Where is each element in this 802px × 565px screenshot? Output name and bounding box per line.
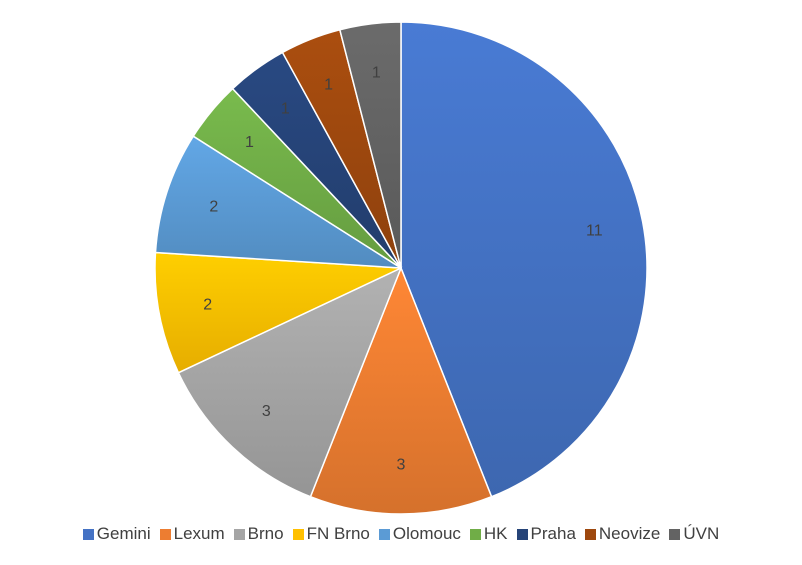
pie-slice-brno [177, 266, 403, 498]
legend-item: Gemini [82, 524, 151, 544]
legend-label: ÚVN [683, 524, 720, 543]
pie-slice-gemini [400, 21, 648, 498]
legend-item: Lexum [159, 524, 225, 544]
data-label-neovize: 1 [324, 77, 333, 94]
data-label-úvn: 1 [372, 64, 381, 81]
pie-slice-lexum [309, 265, 493, 515]
legend-item: Praha [516, 524, 576, 544]
pie-slices [154, 21, 648, 515]
legend-label: Lexum [173, 524, 225, 543]
legend-label: Olomouc [392, 524, 461, 543]
legend-swatch [378, 528, 390, 540]
legend-swatch [233, 528, 245, 540]
legend-item: FN Brno [292, 524, 370, 544]
legend-swatch [469, 528, 481, 540]
legend-swatch [159, 528, 171, 540]
legend-label: Gemini [96, 524, 151, 543]
legend-swatch [584, 528, 596, 540]
data-label-olomouc: 2 [209, 199, 218, 216]
legend-label: HK [483, 524, 508, 543]
pie-slice-fn-brno [154, 251, 402, 374]
pie-slice-olomouc [154, 135, 402, 269]
legend-item: ÚVN [669, 524, 719, 544]
legend-swatch [669, 528, 681, 540]
legend-swatch [82, 528, 94, 540]
legend: Gemini Lexum Brno FN Brno Olomouc HK Praha Neov… [0, 521, 802, 547]
data-label-brno: 3 [262, 403, 271, 420]
pie-slice-úvn [338, 21, 402, 269]
legend-item: Neovize [584, 524, 661, 544]
data-label-lexum: 3 [397, 456, 406, 473]
data-label-hk: 1 [245, 134, 254, 151]
data-label-gemini: 11 [586, 223, 603, 240]
legend-label: FN Brno [306, 524, 370, 543]
legend-item: Olomouc [378, 524, 461, 544]
legend-label: Neovize [598, 524, 661, 543]
legend-swatch [292, 528, 304, 540]
data-label-praha: 1 [281, 100, 290, 117]
legend-swatch [516, 528, 528, 540]
legend-item: Brno [233, 524, 284, 544]
legend-label: Praha [530, 524, 576, 543]
data-label-fn-brno: 2 [203, 296, 212, 313]
legend-item: HK [469, 524, 508, 544]
legend-label: Brno [247, 524, 284, 543]
